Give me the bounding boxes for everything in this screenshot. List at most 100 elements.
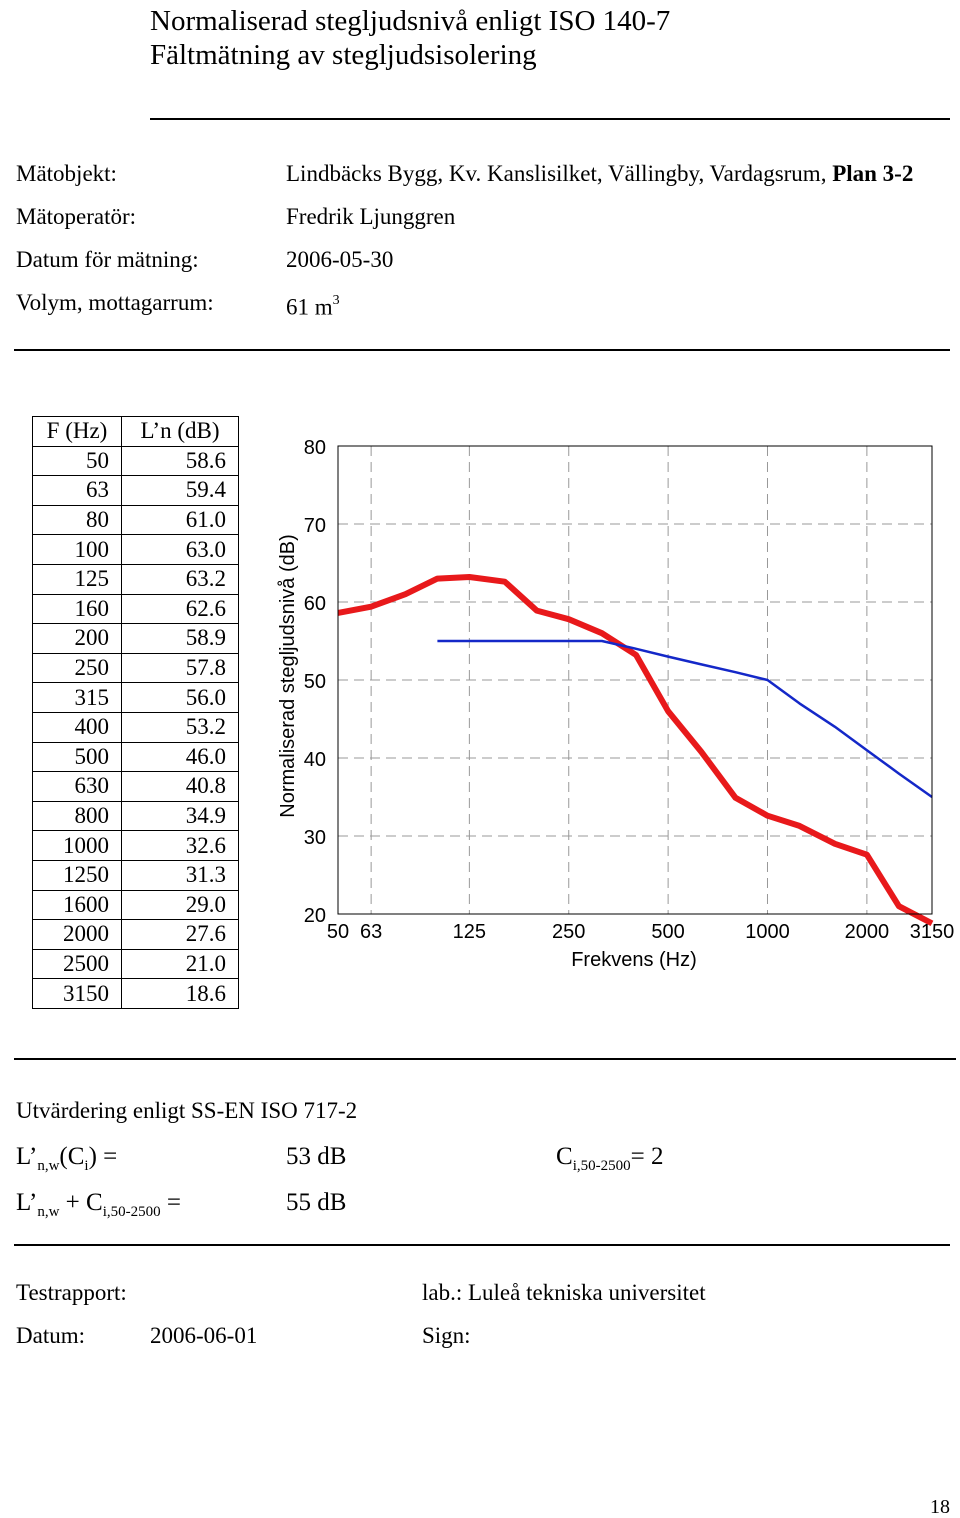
- date-label: Datum för mätning:: [16, 247, 199, 272]
- cell-frequency: 100: [32, 534, 122, 565]
- report-label: Testrapport:: [16, 1280, 127, 1305]
- cell-level: 56.0: [121, 682, 239, 713]
- footer-divider: [14, 1244, 950, 1246]
- object-value: Lindbäcks Bygg, Kv. Kanslisilket, Vällin…: [286, 160, 913, 188]
- y-axis-label: Normaliserad stegljudsnivå (dB): [277, 534, 299, 817]
- sum-eq: =: [160, 1189, 181, 1216]
- cell-frequency: 200: [32, 623, 122, 654]
- page-number: 18: [930, 1496, 950, 1518]
- cell-level: 34.9: [121, 800, 239, 832]
- cell-level: 58.6: [121, 445, 239, 477]
- cell-frequency: 63: [32, 475, 122, 506]
- y-tick-label: 40: [304, 749, 326, 771]
- operator-value: Fredrik Ljunggren: [286, 204, 456, 229]
- cell-frequency: 630: [32, 771, 122, 802]
- cell-level: 57.8: [121, 652, 239, 684]
- sign-label: Sign:: [422, 1323, 471, 1348]
- title-divider: [150, 118, 950, 120]
- table-row: 2500 21.0: [32, 948, 239, 980]
- cell-level: 62.6: [121, 593, 239, 625]
- meta-divider: [14, 349, 950, 351]
- report-date-label: Datum:: [16, 1323, 85, 1348]
- evaluation-divider: [14, 1058, 956, 1060]
- y-tick-label: 20: [304, 905, 326, 927]
- x-tick-label: 500: [651, 921, 684, 943]
- cell-level: 63.2: [121, 563, 239, 595]
- cell-level: 61.0: [121, 504, 239, 536]
- lnw-label-sub: n,w: [37, 1158, 60, 1174]
- sum-value: 55 dB: [286, 1189, 347, 1216]
- chart-ticks: 20 30 40 50 60 70 80 50 63 125 250 500 1000 2000 3150: [304, 437, 955, 943]
- x-tick-label: 63: [360, 921, 382, 943]
- lnw-label: L’n,w(Ci) =: [16, 1142, 117, 1181]
- cell-frequency: 1000: [32, 830, 122, 861]
- page-title: Normaliserad stegljudsnivå enligt ISO 14…: [150, 5, 671, 37]
- x-tick-label: 3150: [910, 921, 955, 943]
- cell-frequency: 1250: [32, 859, 122, 891]
- y-tick-label: 80: [304, 437, 326, 459]
- cell-frequency: 3150: [32, 978, 122, 1009]
- table-row: 63 59.4: [32, 475, 239, 506]
- ci-sub: i: [84, 1158, 89, 1174]
- object-label: Mätobjekt:: [16, 161, 117, 186]
- cell-frequency: 800: [32, 800, 122, 832]
- y-tick-label: 30: [304, 827, 326, 849]
- cell-level: 53.2: [121, 711, 239, 743]
- series-line-measured: [337, 574, 934, 927]
- table-row: 160 62.6: [32, 593, 239, 625]
- sum-l: L’: [16, 1189, 38, 1216]
- table-row: 50 58.6: [32, 445, 239, 477]
- ci-main: (C: [59, 1143, 85, 1170]
- chart-frame: [337, 445, 933, 915]
- object-value-bold: Plan 3-2: [832, 161, 914, 186]
- lnw-label-main: L’: [16, 1143, 38, 1170]
- chart-series: [337, 574, 934, 927]
- table-header-row: F (Hz) L’n (dB): [32, 416, 239, 447]
- table-row: 100 63.0: [32, 534, 239, 565]
- cell-level: 21.0: [121, 948, 239, 980]
- operator-label: Mätoperatör:: [16, 204, 137, 229]
- table-row: 250 57.8: [32, 652, 239, 684]
- sum-label: L’n,w + Ci,50-2500 =: [16, 1188, 181, 1227]
- data-table: F (Hz) L’n (dB) 50 58.6 63 59.4 80 61.0 100 63.…: [32, 416, 239, 1009]
- report-date-value: 2006-06-01: [150, 1323, 258, 1348]
- cell-frequency: 80: [32, 504, 122, 536]
- table-row: 125 63.2: [32, 563, 239, 595]
- x-tick-label: 1000: [745, 921, 790, 943]
- table-row: 1250 31.3: [32, 859, 239, 891]
- c-range-value: = 2: [630, 1143, 664, 1170]
- table-row: 800 34.9: [32, 800, 239, 832]
- x-tick-label: 250: [552, 921, 585, 943]
- cell-level: 63.0: [121, 534, 239, 565]
- header-frequency: F (Hz): [32, 416, 122, 447]
- volume-label: Volym, mottagarrum:: [16, 290, 214, 315]
- x-tick-label: 125: [453, 921, 486, 943]
- cell-level: 59.4: [121, 475, 239, 506]
- object-value-text: Lindbäcks Bygg, Kv. Kanslisilket, Vällin…: [286, 161, 827, 186]
- date-value: 2006-05-30: [286, 247, 394, 272]
- y-tick-label: 60: [304, 593, 326, 615]
- cell-frequency: 1600: [32, 889, 122, 921]
- cell-frequency: 125: [32, 563, 122, 595]
- cell-frequency: 315: [32, 682, 122, 713]
- evaluation-heading: Utvärdering enligt SS-EN ISO 717-2: [16, 1098, 358, 1123]
- table-row: 3150 18.6: [32, 978, 239, 1009]
- lnw-value: 53 dB: [286, 1143, 347, 1170]
- cell-frequency: 2500: [32, 948, 122, 980]
- c-range: Ci,50-2500= 2: [556, 1142, 663, 1181]
- table-body: 50 58.6 63 59.4 80 61.0 100 63.0 125 63.2 160 62.6 2…: [32, 445, 239, 1009]
- c-range-sub: i,50-2500: [572, 1158, 631, 1174]
- sum-l-sub: n,w: [37, 1204, 60, 1220]
- table-row: 315 56.0: [32, 682, 239, 713]
- table-row: 1000 32.6: [32, 830, 239, 861]
- sum-plus: + C: [59, 1189, 103, 1216]
- header-level: L’n (dB): [121, 416, 239, 447]
- x-tick-label: 50: [327, 921, 349, 943]
- volume-value-text: 61 m: [286, 294, 333, 320]
- c-range-label: C: [556, 1143, 573, 1170]
- y-tick-label: 50: [304, 671, 326, 693]
- volume-exponent: 3: [332, 293, 340, 308]
- x-tick-label: 2000: [845, 921, 890, 943]
- cell-frequency: 160: [32, 593, 122, 625]
